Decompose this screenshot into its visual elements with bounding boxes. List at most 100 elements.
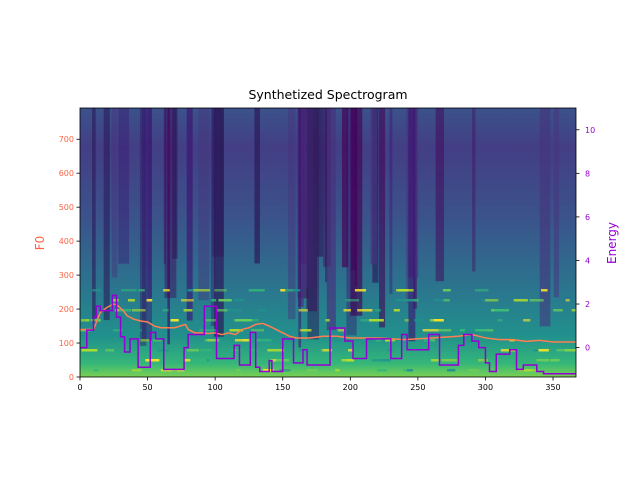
spectrogram-harmonic [162, 309, 169, 312]
spectrogram-harmonic [92, 289, 102, 292]
spectrogram-harmonic [146, 299, 153, 302]
spectrogram-harmonic [184, 359, 191, 362]
spectrogram-harmonic [231, 349, 242, 352]
spectrogram-harmonic [387, 349, 393, 352]
spectrogram-harmonic [431, 359, 439, 362]
spectrogram-harmonic [335, 369, 340, 372]
spectrogram-dark-band [326, 108, 336, 331]
spectrogram-dark-band [287, 108, 296, 320]
energy-tick-label: 2 [585, 300, 590, 309]
spectrogram-harmonic [529, 299, 544, 302]
spectrogram-dark-band [317, 108, 324, 257]
spectrogram-harmonic [81, 349, 98, 352]
spectrogram-harmonic [414, 319, 423, 322]
spectrogram-harmonic [459, 329, 466, 332]
spectrogram-dark-band [553, 108, 560, 298]
spectrogram-harmonic [234, 299, 245, 302]
energy-axis: 0 2 4 6 8 10 [576, 126, 595, 353]
spectrogram-harmonic [93, 369, 99, 372]
spectrogram-harmonic [211, 299, 217, 302]
spectrogram-harmonic [298, 349, 305, 352]
spectrogram-dark-band [472, 108, 476, 272]
spectrogram-harmonic [485, 299, 499, 302]
spectrogram-dark-band [210, 108, 216, 326]
spectrogram-harmonic [105, 349, 115, 352]
spectrogram-harmonic [369, 319, 384, 322]
spectrogram-harmonic [273, 359, 290, 362]
spectrogram-harmonic [157, 349, 169, 352]
f0-tick-label: 300 [59, 271, 74, 280]
spectrogram-harmonic [249, 319, 259, 322]
spectrogram-harmonic [540, 289, 548, 292]
spectrogram-harmonic [556, 349, 573, 352]
spectrogram-dark-band [164, 108, 177, 298]
spectrogram-harmonic [285, 289, 301, 292]
x-tick-label: 250 [410, 383, 425, 392]
spectrogram-harmonic [301, 329, 312, 332]
spectrogram-harmonic [478, 359, 488, 362]
spectrogram-harmonic [371, 359, 390, 362]
spectrogram-dark-band [172, 108, 178, 259]
spectrogram-bands [80, 108, 576, 372]
spectrogram-harmonic [192, 289, 211, 292]
spectrogram-harmonic [500, 349, 516, 352]
spectrogram-harmonic [553, 309, 563, 312]
spectrogram-harmonic [438, 329, 452, 332]
spectrogram-harmonic [131, 329, 142, 332]
spectrogram-harmonic [343, 309, 351, 312]
spectrogram-harmonic [396, 289, 414, 292]
spectrogram-dark-band [379, 108, 386, 328]
spectrogram-harmonic [298, 309, 308, 312]
spectrogram-harmonic [113, 329, 123, 332]
spectrogram-dark-band [370, 108, 377, 265]
f0-tick-label: 200 [59, 305, 74, 314]
spectrogram-harmonic [536, 359, 550, 362]
spectrogram-harmonic [140, 339, 150, 342]
spectrogram-dark-band [198, 108, 210, 301]
spectrogram-harmonic [214, 289, 227, 292]
energy-line [80, 294, 576, 375]
spectrogram-dark-band [186, 108, 193, 321]
x-tick-label: 350 [545, 383, 560, 392]
spectrogram-harmonic [118, 309, 132, 312]
spectrogram-harmonic [270, 359, 276, 362]
spectrogram-harmonic [372, 309, 381, 312]
spectrogram-harmonic [200, 349, 212, 352]
spectrogram-harmonic [375, 339, 382, 342]
spectrogram-harmonic [199, 329, 217, 332]
f0-tick-label: 600 [59, 169, 74, 178]
spectrogram-dark-band [307, 108, 320, 340]
spectrogram-harmonic [131, 309, 146, 312]
spectrogram-harmonic [550, 359, 560, 362]
spectrogram-harmonic [395, 299, 414, 302]
spectrogram-harmonic [430, 339, 435, 342]
spectrogram-dark-band [298, 108, 302, 348]
spectrogram-harmonic [248, 289, 265, 292]
spectrogram-harmonic [279, 369, 291, 372]
spectrogram-harmonic [226, 309, 242, 312]
spectrogram-harmonic [513, 299, 528, 302]
spectrogram-dark-band [142, 108, 152, 341]
spectrogram-harmonic [234, 339, 251, 342]
f0-axis-title: F0 [33, 236, 47, 251]
energy-axis-title: Energy [605, 222, 619, 264]
spectrogram-harmonic [183, 309, 193, 312]
spectrogram-harmonic [571, 309, 576, 312]
spectrogram-harmonic [127, 299, 135, 302]
spectrogram-harmonic [236, 369, 241, 372]
spectrogram-harmonic [393, 309, 400, 312]
spectrogram-harmonic [447, 369, 456, 372]
spectrogram-dark-band [147, 108, 152, 299]
spectrogram-harmonic [533, 349, 538, 352]
spectrogram-harmonic [565, 329, 576, 332]
spectrogram-harmonic [538, 349, 549, 352]
spectrogram-dark-band [167, 108, 170, 345]
spectrogram-harmonic [234, 319, 252, 322]
spectrogram-harmonic [404, 319, 409, 322]
x-tick-label: 300 [478, 383, 493, 392]
spectrogram-harmonic [325, 319, 330, 322]
spectrogram-dark-band [408, 108, 416, 342]
spectrogram-harmonic [377, 369, 387, 372]
spectrogram-harmonic [258, 309, 267, 312]
spectrogram-harmonic [145, 359, 160, 362]
